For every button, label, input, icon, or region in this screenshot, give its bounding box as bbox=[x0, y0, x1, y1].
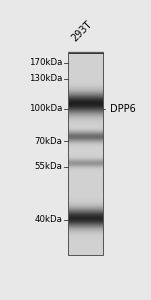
Text: DPP6: DPP6 bbox=[110, 104, 136, 114]
Text: 100kDa: 100kDa bbox=[29, 104, 62, 113]
Text: 293T: 293T bbox=[69, 19, 94, 43]
Text: 55kDa: 55kDa bbox=[34, 162, 62, 171]
Bar bbox=[68, 52, 103, 255]
Text: 70kDa: 70kDa bbox=[34, 136, 62, 146]
Text: 130kDa: 130kDa bbox=[29, 74, 62, 83]
Text: 40kDa: 40kDa bbox=[34, 215, 62, 224]
Text: 170kDa: 170kDa bbox=[29, 58, 62, 67]
